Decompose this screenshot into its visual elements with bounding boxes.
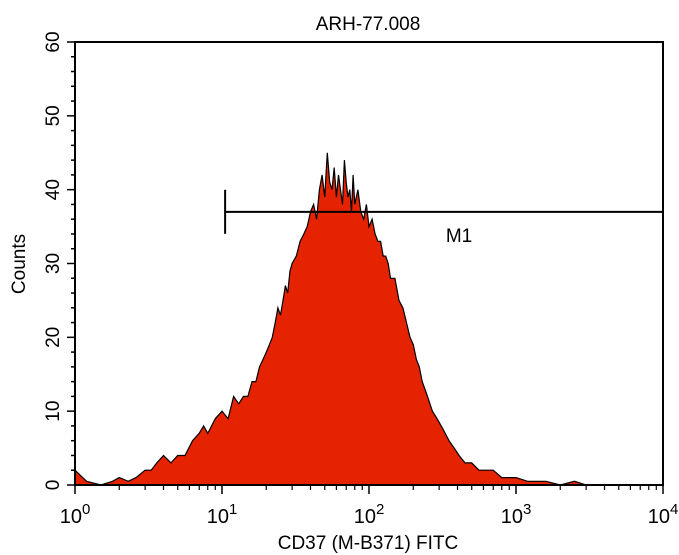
x-tick-label: 101 [207,501,238,528]
x-tick-exponent: 0 [82,501,90,518]
y-tick-label: 30 [43,253,64,274]
chart-title: ARH-77.008 [316,14,421,35]
x-axis-label: CD37 (M-B371) FITC [278,533,459,554]
x-tick-label: 100 [60,501,91,528]
x-tick-exponent: 3 [523,501,531,518]
x-tick-label: 102 [354,501,385,528]
x-tick-label: 103 [501,501,532,528]
marker-label: M1 [446,226,472,247]
y-tick-label: 60 [43,31,64,52]
x-tick-exponent: 1 [229,501,237,518]
x-tick-exponent: 2 [376,501,384,518]
y-tick-label: 20 [43,327,64,348]
x-axis: 100 101 102 103 104 [60,485,679,528]
y-tick-label: 40 [43,179,64,200]
y-axis: 0 10 20 30 40 50 60 [43,31,75,490]
y-tick-label: 50 [43,105,64,126]
y-axis-label: Counts [9,234,30,294]
y-tick-label: 10 [43,401,64,422]
x-tick-exponent: 4 [670,501,678,518]
marker-gate: M1 [224,189,663,247]
histogram-outline-0 [74,152,663,486]
y-tick-label: 0 [43,480,64,491]
x-tick-label: 104 [648,501,679,528]
plot-area [74,152,663,486]
histogram-fill-0 [75,152,663,486]
